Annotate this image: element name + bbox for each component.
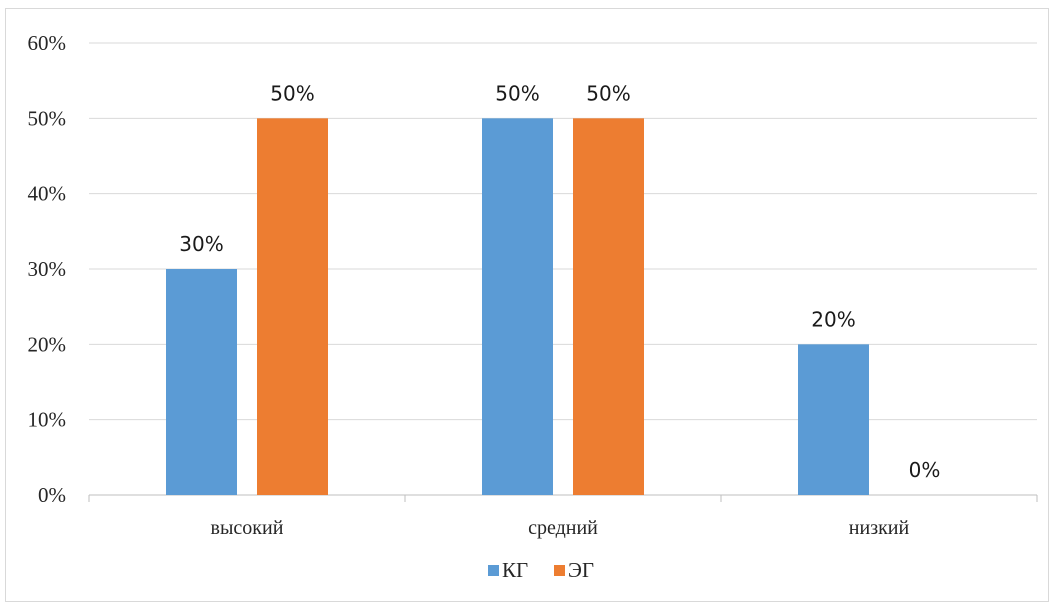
data-label: 30% xyxy=(179,232,223,256)
data-label: 20% xyxy=(811,307,855,331)
bar-eg xyxy=(573,118,644,495)
legend-label: ЭГ xyxy=(568,558,594,582)
legend-swatch xyxy=(488,565,499,576)
data-label: 0% xyxy=(909,458,941,482)
bar-kg xyxy=(798,344,869,495)
x-category-label: низкий xyxy=(849,517,910,539)
y-tick-label: 20% xyxy=(28,332,67,356)
data-label: 50% xyxy=(270,81,314,105)
y-tick-label: 60% xyxy=(28,31,67,55)
bar-kg xyxy=(482,118,553,495)
data-label: 50% xyxy=(495,81,539,105)
data-label: 50% xyxy=(586,81,630,105)
y-tick-label: 10% xyxy=(28,408,67,432)
bar-kg xyxy=(166,269,237,495)
y-tick-label: 50% xyxy=(28,106,67,130)
y-tick-label: 40% xyxy=(28,182,67,206)
legend-swatch xyxy=(554,565,565,576)
bar-eg xyxy=(257,118,328,495)
x-category-label: средний xyxy=(528,517,598,539)
legend-label: КГ xyxy=(502,558,528,582)
x-category-label: высокий xyxy=(211,517,284,539)
y-tick-label: 30% xyxy=(28,257,67,281)
y-tick-label: 0% xyxy=(38,483,66,507)
